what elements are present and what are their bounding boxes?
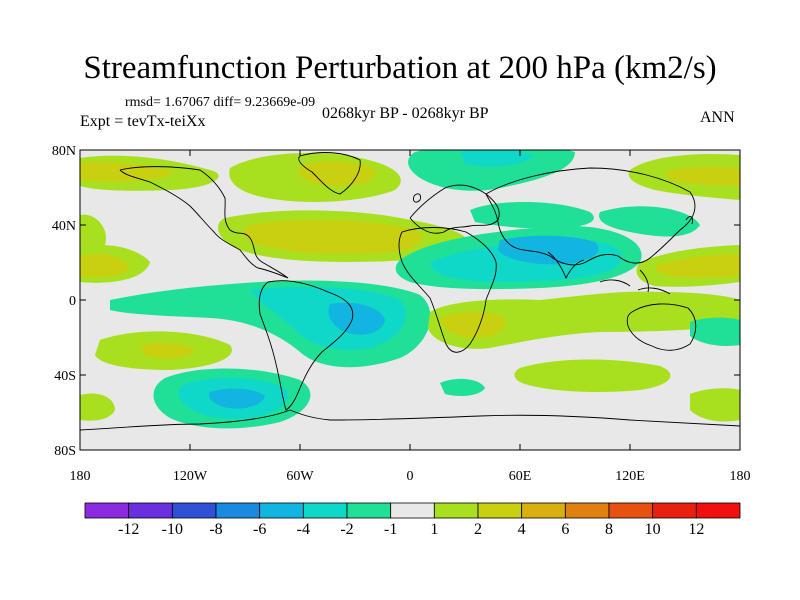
map-title: Streamfunction Perturbation at 200 hPa (… <box>83 50 717 86</box>
colorbar <box>84 502 741 519</box>
contour-fill-negative <box>208 388 265 409</box>
coastline-india <box>547 251 585 280</box>
contour-fills <box>80 150 740 429</box>
colorbar-swatch <box>564 502 610 519</box>
latitude-labels: 80N 40N 0 40S 80S <box>52 144 76 459</box>
colorbar-swatch <box>477 502 523 519</box>
coastline-australia <box>626 303 697 351</box>
lon-tick-label: 0 <box>407 469 414 484</box>
colorbar-swatch <box>84 502 130 519</box>
colorbar-label: -8 <box>209 521 222 538</box>
colorbar-swatch <box>259 502 304 519</box>
contour-fill-negative <box>408 150 575 191</box>
colorbar-label: 10 <box>645 521 661 538</box>
lat-tick-label: 0 <box>69 294 76 309</box>
coastline-africa <box>398 227 497 353</box>
coastline-greenland <box>298 152 361 195</box>
contour-fill-negative <box>599 206 700 237</box>
lon-tick-label: 180 <box>70 469 91 484</box>
lon-tick-label: 60W <box>286 469 314 484</box>
coastline-islands <box>413 193 693 225</box>
lat-tick-label: 40N <box>52 219 76 234</box>
coastline-indonesia <box>599 269 671 295</box>
contour-fill-positive <box>690 388 740 422</box>
colorbar-swatch <box>346 502 392 519</box>
coastline-south-america <box>258 280 354 411</box>
lat-tick-label: 40S <box>54 369 76 384</box>
coastlines <box>80 152 740 431</box>
colorbar-label: -12 <box>118 521 139 538</box>
contour-fill-positive <box>665 166 740 186</box>
lon-tick-label: 120W <box>173 469 208 484</box>
colorbar-label: -10 <box>162 521 183 538</box>
contour-fill-positive <box>243 219 422 254</box>
colorbar-label: 4 <box>518 521 526 538</box>
colorbar-label: -4 <box>297 521 310 538</box>
colorbar-label: 6 <box>561 521 569 538</box>
colorbar-label: 1 <box>430 521 438 538</box>
colorbar-label: 8 <box>605 521 613 538</box>
lon-tick-label: 180 <box>730 469 751 484</box>
coastline-antarctica <box>80 409 740 431</box>
colorbar-label: -6 <box>253 521 266 538</box>
lat-tick-label: 80N <box>52 144 76 159</box>
contour-fill-positive <box>80 253 130 278</box>
map-panel <box>79 149 741 451</box>
colorbar-label: 2 <box>474 521 482 538</box>
experiment-label: Expt = tevTx-teiXx <box>80 113 206 130</box>
lon-tick-label: 120E <box>615 469 645 484</box>
contour-fill-positive <box>428 291 740 349</box>
contour-fill-positive <box>655 254 740 278</box>
season-label: ANN <box>700 109 735 126</box>
contour-fill-positive <box>440 312 506 338</box>
colorbar-swatch <box>695 502 741 519</box>
colorbar-swatch <box>128 502 173 519</box>
coastline-north-america <box>119 166 289 279</box>
contour-fill-positive <box>80 214 106 252</box>
contour-fill-negative <box>328 302 385 335</box>
contour-fill-negative <box>460 150 535 167</box>
lon-tick-label: 60E <box>509 469 532 484</box>
colorbar-label: -1 <box>384 521 397 538</box>
contour-fill-positive <box>80 393 115 421</box>
colorbar-label: -2 <box>340 521 353 538</box>
contour-fill-positive <box>514 359 671 392</box>
axis-ticks <box>79 149 741 451</box>
colorbar-swatch <box>302 502 348 519</box>
contour-fill-negative <box>498 235 599 265</box>
colorbar-swatch <box>171 502 217 519</box>
period-label: 0268kyr BP - 0268kyr BP <box>322 105 489 122</box>
stats-label: rmsd= 1.67067 diff= 9.23669e-09 <box>125 95 316 110</box>
colorbar-swatch <box>433 502 479 519</box>
contour-fill-negative <box>690 317 740 346</box>
colorbar-swatch <box>215 502 261 519</box>
contour-fill-positive <box>298 160 376 187</box>
colorbar-labels: -12 -10 -8 -6 -4 -2 -1 1 2 4 6 8 10 12 <box>118 521 704 538</box>
colorbar-label: 12 <box>688 521 704 538</box>
colorbar-swatch <box>608 502 654 519</box>
colorbar-swatch <box>652 502 697 519</box>
contour-fill-negative <box>470 201 594 229</box>
contour-fill-positive <box>140 342 195 359</box>
lat-tick-label: 80S <box>54 444 76 459</box>
colorbar-swatch <box>521 502 566 519</box>
colorbar-swatch <box>390 502 435 519</box>
contour-fill-negative <box>440 378 485 396</box>
coastline-asia <box>485 167 696 266</box>
longitude-labels: 180 120W 60W 0 60E 120E 180 <box>70 469 751 484</box>
